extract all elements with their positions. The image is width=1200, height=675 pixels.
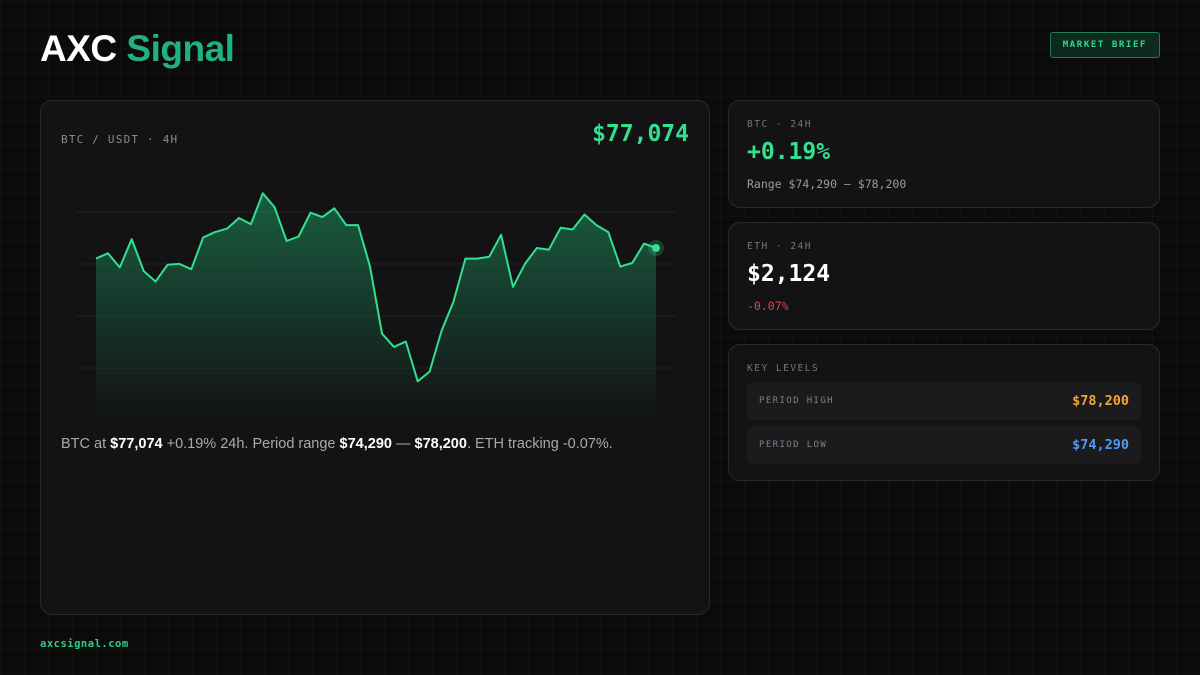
eth-change: -0.07%: [747, 299, 789, 313]
chart-summary: BTC at $77,074 +0.19% 24h. Period range …: [61, 436, 613, 452]
price-chart: [76, 192, 676, 416]
footer-url[interactable]: axcsignal.com: [40, 638, 129, 650]
level-name-low: PERIOD LOW: [759, 440, 828, 450]
brand-word-axc: AXC: [40, 28, 117, 69]
btc-range: Range $74,290 – $78,200: [747, 177, 907, 191]
eth-price: $2,124: [747, 261, 831, 287]
level-value-high: $78,200: [1072, 393, 1129, 409]
btc-card-label: BTC · 24H: [747, 119, 812, 130]
level-row-high: PERIOD HIGH $78,200: [747, 382, 1141, 420]
chart-panel: BTC / USDT · 4H $77,074 BTC at $77,074 +…: [40, 100, 710, 615]
market-brief-badge: MARKET BRIEF: [1049, 32, 1160, 58]
summary-text-1: BTC at: [61, 436, 111, 452]
key-levels-card: KEY LEVELS PERIOD HIGH $78,200 PERIOD LO…: [728, 344, 1160, 481]
eth-card: ETH · 24H $2,124 -0.07%: [728, 222, 1160, 330]
summary-text-4: . ETH tracking -0.07%.: [466, 436, 613, 452]
btc-card: BTC · 24H +0.19% Range $74,290 – $78,200: [728, 100, 1160, 208]
level-row-low: PERIOD LOW $74,290: [747, 426, 1141, 464]
btc-change: +0.19%: [747, 139, 831, 165]
level-name-high: PERIOD HIGH: [759, 396, 835, 406]
summary-text-2: +0.19% 24h. Period range: [162, 436, 340, 452]
summary-text-3: —: [391, 436, 415, 452]
eth-card-label: ETH · 24H: [747, 241, 812, 252]
pair-label: BTC / USDT · 4H: [61, 133, 179, 146]
summary-high: $78,200: [414, 436, 467, 452]
level-value-low: $74,290: [1072, 437, 1129, 453]
brand-word-signal: Signal: [126, 28, 235, 69]
chart-price-line: [95, 192, 657, 383]
current-price: $77,074: [592, 121, 689, 147]
key-levels-title: KEY LEVELS: [747, 363, 820, 374]
brand-title: AXC Signal: [40, 28, 235, 70]
last-point-marker: [652, 244, 660, 253]
summary-low: $74,290: [339, 436, 392, 452]
summary-price: $77,074: [110, 436, 163, 452]
